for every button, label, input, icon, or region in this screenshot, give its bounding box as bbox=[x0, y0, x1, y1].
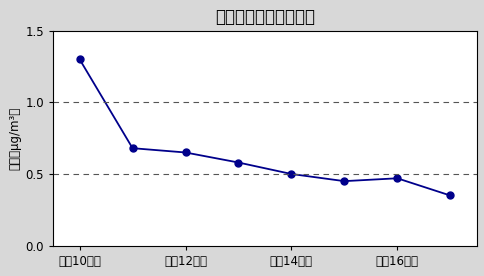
Y-axis label: 濃度（μg/m³）: 濃度（μg/m³） bbox=[8, 107, 21, 170]
Title: テトラクロロエチレン: テトラクロロエチレン bbox=[214, 8, 314, 26]
